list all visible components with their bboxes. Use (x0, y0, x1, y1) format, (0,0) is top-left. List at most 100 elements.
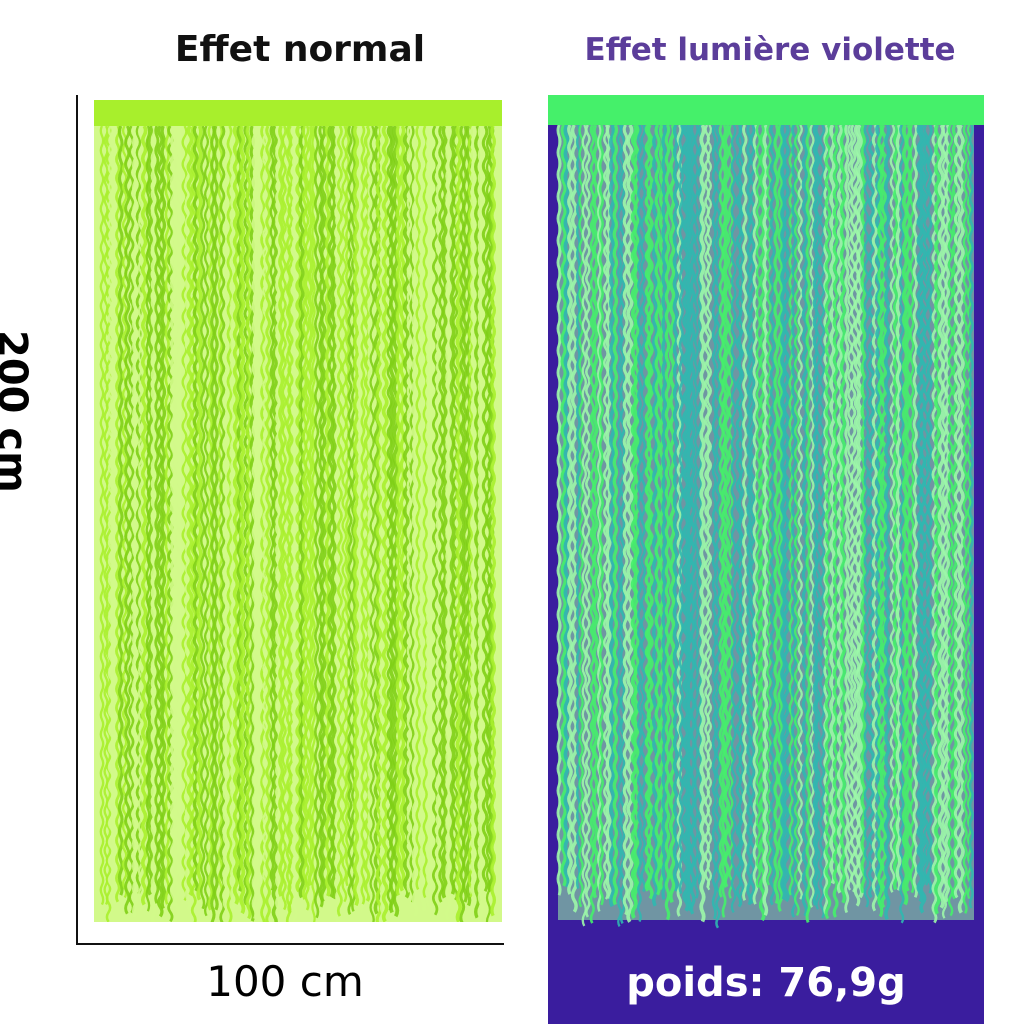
curtain-strand (388, 125, 396, 914)
curtain-strand (947, 124, 954, 917)
curtain-strand (585, 124, 591, 918)
curtain-strand (409, 125, 415, 903)
curtain-strand (746, 124, 752, 906)
normal-curtain-image (94, 100, 502, 922)
curtain-strand (192, 125, 199, 892)
curtain-strand (164, 125, 170, 905)
curtain-strand (735, 124, 743, 908)
curtain-strand (186, 124, 194, 897)
curtain-strand (262, 125, 268, 891)
curtain-strand (633, 124, 640, 903)
curtain-strand (226, 125, 233, 922)
curtain-strand (578, 124, 584, 908)
curtain-strand (592, 124, 599, 899)
curtain-strand (459, 125, 466, 922)
curtain-strand (957, 124, 965, 914)
curtain-strand (567, 124, 573, 895)
curtain-strand (411, 125, 419, 917)
curtain-strand (661, 124, 667, 900)
curtain-strand (715, 124, 721, 929)
curtain-left-strands (99, 124, 497, 922)
curtain-strand (581, 124, 587, 927)
curtain-strand (490, 125, 497, 917)
curtain-strand (689, 124, 696, 915)
curtain-strand (291, 125, 298, 922)
curtain-strand (196, 125, 203, 901)
curtain-strand (723, 124, 731, 888)
curtain-strand (598, 124, 604, 906)
curtain-strand (752, 124, 759, 905)
curtain-strand (608, 124, 616, 908)
curtain-strand (612, 124, 619, 906)
curtain-strand (968, 124, 974, 909)
curtain-right-strands (556, 123, 974, 929)
curtain-strand (646, 124, 654, 900)
curtain-strand (415, 125, 421, 891)
curtain-strand (311, 125, 316, 922)
curtain-left-rod (94, 100, 502, 126)
curtain-strand (844, 124, 850, 914)
curtain-strand (654, 124, 661, 896)
curtain-strand (441, 125, 448, 899)
curtain-strand (169, 125, 176, 907)
weight-label: poids: 76,9g (626, 960, 906, 1006)
curtain-strand (176, 125, 184, 886)
curtain-strand (850, 124, 857, 893)
curtain-strand (812, 124, 819, 906)
curtain-strand (314, 125, 320, 919)
curtain-strand (863, 124, 870, 908)
curtain-strand (213, 125, 219, 911)
curtain-strand (644, 124, 652, 892)
curtain-strand (652, 124, 659, 907)
curtain-strand (560, 124, 568, 887)
curtain-strand (115, 125, 121, 903)
curtain-strand (711, 124, 717, 920)
curtain-strand (962, 124, 968, 914)
curtain-strand (728, 124, 734, 899)
curtain-strand (245, 125, 252, 920)
curtain-strand (860, 124, 867, 894)
curtain-strand (477, 125, 484, 922)
curtain-strand (438, 125, 445, 903)
curtain-strand (232, 125, 240, 905)
curtain-strand (249, 125, 255, 922)
curtain-strand (912, 124, 918, 898)
curtain-strand (117, 125, 124, 896)
curtain-strand (360, 125, 366, 905)
curtain-strand (664, 124, 671, 921)
curtain-strand (797, 124, 803, 900)
curtain-strand (694, 124, 699, 899)
curtain-strand (819, 124, 825, 919)
curtain-strand (265, 125, 271, 922)
curtain-strand (773, 124, 780, 905)
violet-light-effect-title: Effet lumière violette (584, 32, 956, 68)
curtain-right-svg (548, 95, 984, 1024)
curtain-strand (563, 124, 571, 889)
curtain-strand (777, 124, 784, 913)
curtain-left-svg (94, 100, 502, 922)
curtain-strand (556, 124, 562, 896)
curtain-strand (399, 125, 406, 892)
curtain-strand (128, 125, 135, 914)
curtain-strand (140, 125, 148, 906)
curtain-strand (730, 124, 737, 913)
curtain-strand (455, 125, 462, 922)
curtain-strand (829, 124, 836, 885)
curtain-strand (203, 125, 210, 917)
curtain-strand (749, 124, 756, 905)
curtain-strand (132, 125, 139, 918)
curtain-strand (626, 124, 634, 923)
curtain-strand (474, 125, 481, 919)
curtain-strand (766, 124, 772, 886)
curtain-strand (853, 124, 861, 907)
curtain-strand (99, 125, 105, 906)
curtain-strand (287, 125, 294, 914)
curtain-strand (966, 124, 972, 900)
curtain-strand (937, 124, 945, 909)
curtain-strand (199, 125, 206, 910)
curtain-strand (154, 125, 160, 904)
curtain-strand (805, 124, 811, 924)
curtain-strand (422, 125, 428, 899)
curtain-strand (815, 124, 821, 910)
curtain-strand (369, 125, 375, 922)
